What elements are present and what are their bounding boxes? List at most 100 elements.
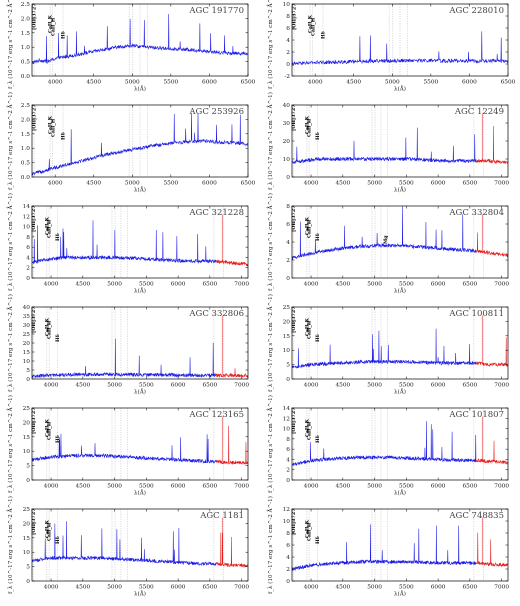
spectrum-series-red xyxy=(475,125,508,165)
y-tick-label: 6 xyxy=(286,26,290,32)
plot-frame xyxy=(291,306,509,380)
y-tick-label: 20 xyxy=(283,319,291,325)
spectrum-series-blue xyxy=(32,521,217,567)
x-axis-label: λ(Å) xyxy=(394,590,406,598)
y-axis-label: f_λ (10^-17 erg s^-1 cm^-2 Å^-1) xyxy=(266,193,274,291)
spectral-line-label: Hδ xyxy=(315,536,321,544)
y-tick-label: 0 xyxy=(286,276,290,282)
x-tick-label: 5000 xyxy=(385,80,400,86)
x-tick-label: 5500 xyxy=(163,181,178,187)
spectral-line-label: CaII_H xyxy=(307,118,313,137)
spectral-line-label: [OII]3727 xyxy=(31,407,37,434)
x-tick-label: 5000 xyxy=(107,282,122,288)
plot-frame xyxy=(291,407,509,481)
spectrum-chart: 4000 4500 5000 5500 6000 6500 7000 0 5 10 15 20 25 λ(… xyxy=(266,294,509,395)
y-tick-label: 2.5 xyxy=(21,103,31,109)
x-tick-label: 4500 xyxy=(335,383,350,389)
y-tick-label: 15 xyxy=(23,435,31,441)
spectral-line-label: Hδ xyxy=(315,435,321,443)
x-tick-label: 7000 xyxy=(494,181,509,187)
y-tick-label: 14 xyxy=(283,406,291,412)
x-tick-label: 5000 xyxy=(367,585,382,591)
y-tick-label: 25 xyxy=(23,507,31,513)
spectrum-series-red xyxy=(475,232,508,258)
x-tick-label: 4500 xyxy=(75,484,90,490)
x-tick-label: 7000 xyxy=(234,383,249,389)
x-tick-label: 4500 xyxy=(75,282,90,288)
spectral-line-label: CaII_K xyxy=(304,317,310,336)
spectrum-series-red xyxy=(216,532,248,569)
spectral-line-label: Hδ xyxy=(321,31,327,39)
spectrum-chart: 4000 4500 5000 5500 6000 6500 7000 0 5 10 15 20 25 30… xyxy=(6,294,249,396)
x-axis-label: λ(Å) xyxy=(134,489,146,497)
x-tick-label: 4000 xyxy=(304,484,319,490)
spectrum-chart: 4000 4500 5000 5500 6000 6500 0.0 0.5 1.0 1.5 2.0 2… xyxy=(6,0,256,93)
x-tick-label: 6000 xyxy=(431,282,446,288)
panel-title: AGC 332804 xyxy=(448,208,504,218)
x-tick-label: 5500 xyxy=(399,484,414,490)
spectral-line-label: CaII_H xyxy=(47,320,53,339)
x-axis-label: λ(Å) xyxy=(394,85,406,93)
x-tick-label: 4500 xyxy=(75,383,90,389)
x-tick-label: 4500 xyxy=(335,181,350,187)
y-tick-label: 14 xyxy=(23,204,31,210)
spectral-line-label: CaII_K xyxy=(304,115,310,134)
spectral-line-label: CaII_K xyxy=(44,317,50,336)
y-axis-label: f_λ (10^-17 erg s^-1 cm^-2 Å^-1) xyxy=(266,92,274,190)
spectral-line-label: Hδ xyxy=(315,334,321,342)
x-axis-label: λ(Å) xyxy=(394,489,406,497)
x-tick-label: 5500 xyxy=(139,585,154,591)
y-axis-label: f_λ (10^-17 erg s^-1 cm^-2 Å^-1) xyxy=(6,395,14,493)
x-tick-label: 4000 xyxy=(44,484,59,490)
y-tick-label: 10 xyxy=(23,225,31,231)
spectral-line-label: CaII_K xyxy=(48,115,54,134)
x-tick-label: 4500 xyxy=(75,585,90,591)
x-tick-label: 6500 xyxy=(241,80,256,86)
x-tick-label: 6000 xyxy=(202,181,217,187)
x-tick-label: 4000 xyxy=(308,80,323,86)
spectrum-series-red xyxy=(215,368,248,378)
x-tick-label: 6500 xyxy=(202,484,217,490)
x-tick-label: 6500 xyxy=(462,383,477,389)
y-tick-label: 8 xyxy=(26,235,30,241)
spectrum-chart: 4000 4500 5000 5500 6000 6500 7000 0 2 4 6 8 λ(Å) f_λ… xyxy=(266,193,509,294)
y-axis-label: f_λ (10^-17 erg s^-1 cm^-2 Å^-1) xyxy=(6,0,14,89)
x-axis-label: λ(Å) xyxy=(134,287,146,295)
x-tick-label: 7000 xyxy=(234,484,249,490)
y-tick-label: 10 xyxy=(283,348,291,354)
spectrum-series-blue xyxy=(32,220,217,265)
spectrum-chart: 4000 4500 5000 5500 6000 6500 7000 0 2 4 6 8 10 12 14 λ… xyxy=(6,193,249,295)
x-tick-label: 4000 xyxy=(44,282,59,288)
y-tick-label: 0 xyxy=(286,175,290,181)
y-axis-label: f_λ (10^-17 erg s^-1 cm^-2 Å^-1) xyxy=(6,294,14,392)
y-tick-label: 6 xyxy=(286,222,290,228)
spectral-line-label: CaII_H xyxy=(310,17,316,36)
spectrum-series-blue xyxy=(32,433,217,464)
plot-frame xyxy=(31,3,249,77)
x-tick-label: 6000 xyxy=(431,585,446,591)
x-tick-label: 6500 xyxy=(462,282,477,288)
plot-frame xyxy=(31,508,249,582)
spectral-line-label: CaII_H xyxy=(307,421,313,440)
x-tick-label: 6500 xyxy=(462,484,477,490)
spectrum-chart: 4000 4500 5000 5500 6000 6500 7000 0 2 4 6 8 10 12 λ(Å… xyxy=(266,496,509,598)
spectrum-chart: 4000 4500 5000 5500 6000 6500 -2 0 2 4 6 8 10 λ(Å) f_λ… xyxy=(266,0,516,93)
spectrum-series-blue xyxy=(292,524,477,572)
y-axis-label: f_λ (10^-17 erg s^-1 cm^-2 Å^-1) xyxy=(266,395,274,493)
spectral-line-label: Hδ xyxy=(315,132,321,140)
spectrum-series-blue xyxy=(292,328,477,369)
spectrum-series-red xyxy=(216,425,248,465)
y-tick-label: 1.0 xyxy=(21,146,31,152)
x-tick-label: 6500 xyxy=(241,181,256,187)
y-tick-label: 1.5 xyxy=(21,31,31,37)
y-tick-label: 5 xyxy=(26,368,30,374)
panel-title: AGC 101807 xyxy=(448,410,504,420)
y-axis-label: f_λ (10^-17 erg s^-1 cm^-2 Å^-1) xyxy=(6,193,14,291)
spectral-line-label: CaII_K xyxy=(304,418,310,437)
y-tick-label: 8 xyxy=(286,531,290,537)
y-tick-label: 20 xyxy=(23,420,31,426)
x-axis-label: λ(Å) xyxy=(134,388,146,396)
spectral-line-label: CaII_K xyxy=(308,14,314,33)
x-tick-label: 4000 xyxy=(304,383,319,389)
spectrum-series-blue xyxy=(32,13,248,65)
